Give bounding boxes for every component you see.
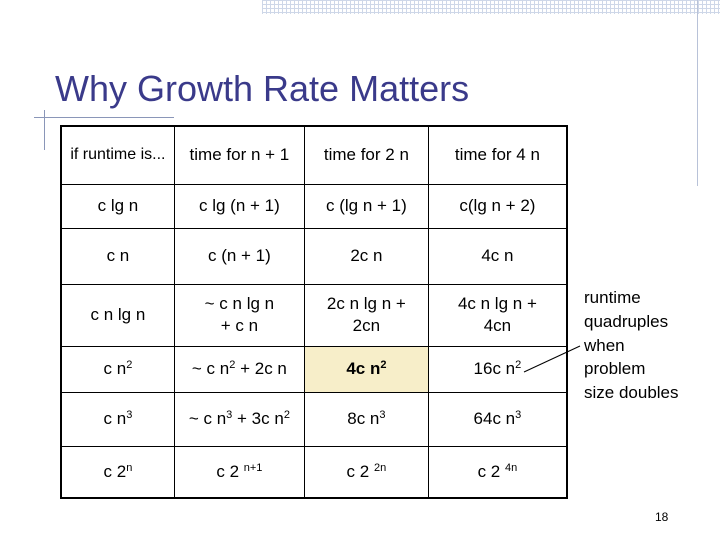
- cell-text: + 3c n: [232, 408, 284, 428]
- table-row: c n lg n ~ c n lg n + c n 2c n lg n + 2c…: [60, 283, 568, 347]
- decorative-vertical-line: [697, 0, 698, 186]
- table-cell: 4c n lg n + 4cn: [427, 283, 568, 347]
- cell-text: c n: [103, 358, 127, 378]
- title-underline: [34, 117, 174, 118]
- table-cell: c 2 4n: [427, 445, 568, 499]
- exponent: 2: [283, 408, 290, 421]
- cell-text: c 2: [346, 461, 370, 481]
- table-cell: c lg (n + 1): [173, 183, 305, 229]
- exponent: 3: [126, 408, 133, 421]
- header-cell: time for n + 1: [173, 125, 305, 185]
- callout-note: runtime quadruples when problem size dou…: [584, 286, 700, 405]
- title-tick: [44, 110, 45, 150]
- cell-text: 4c n: [346, 358, 381, 378]
- table-cell: ~ c n2 + 2c n: [173, 345, 305, 393]
- table-cell: ~ c n3 + 3c n2: [173, 391, 305, 447]
- decorative-grid-band: [262, 0, 720, 14]
- table-cell: c 2 2n: [303, 445, 429, 499]
- table-cell: ~ c n lg n + c n: [173, 283, 305, 347]
- callout-line: size doubles: [584, 383, 679, 403]
- cell-text: 64c n: [473, 408, 516, 428]
- exponent: 3: [515, 408, 522, 421]
- table-row: c n c (n + 1) 2c n 4c n: [60, 227, 568, 285]
- exponent: 2: [515, 358, 522, 371]
- table-cell: c (lg n + 1): [303, 183, 429, 229]
- header-cell: if runtime is...: [60, 125, 175, 185]
- callout-line: when: [584, 335, 625, 355]
- table-cell: 2c n: [303, 227, 429, 285]
- cell-line: + c n: [220, 316, 259, 335]
- exponent: 2: [229, 358, 236, 371]
- table-cell: 64c n3: [427, 391, 568, 447]
- growth-rate-table: if runtime is... time for n + 1 time for…: [60, 125, 568, 499]
- table-cell: c lg n: [60, 183, 175, 229]
- cell-text: c n: [103, 408, 127, 428]
- exponent: n+1: [243, 461, 263, 474]
- cell-text: + 2c n: [235, 358, 287, 378]
- callout-line: problem: [584, 359, 646, 379]
- callout-line: quadruples: [584, 311, 669, 331]
- callout-line: runtime: [584, 288, 641, 307]
- cell-text: c 2: [477, 461, 501, 481]
- cell-line: 4c n lg n +: [457, 293, 537, 313]
- table-cell: 4c n: [427, 227, 568, 285]
- table-cell: c n lg n: [60, 283, 175, 347]
- cell-text: 16c n: [473, 358, 516, 378]
- table-row: c lg n c lg (n + 1) c (lg n + 1) c(lg n …: [60, 183, 568, 229]
- exponent: 2: [380, 358, 387, 371]
- exponent: 2: [126, 358, 133, 371]
- cell-text: c 2: [216, 461, 240, 481]
- table-cell: 2c n lg n + 2cn: [303, 283, 429, 347]
- table-row: c 2n c 2 n+1 c 2 2n c 2 4n: [60, 445, 568, 499]
- exponent: 3: [379, 408, 386, 421]
- table-cell: c 2 n+1: [173, 445, 305, 499]
- table-row: c n2 ~ c n2 + 2c n 4c n2 16c n2: [60, 345, 568, 393]
- cell-line: ~ c n lg n: [204, 293, 275, 313]
- table-cell: c n3: [60, 391, 175, 447]
- exponent: 4n: [505, 461, 518, 474]
- header-cell: time for 2 n: [303, 125, 429, 185]
- cell-line: 2cn: [352, 316, 381, 335]
- table-cell: c 2n: [60, 445, 175, 499]
- cell-text: c 2: [103, 461, 127, 481]
- header-cell: time for 4 n: [427, 125, 568, 185]
- table-row: c n3 ~ c n3 + 3c n2 8c n3 64c n3: [60, 391, 568, 447]
- table-cell: c n: [60, 227, 175, 285]
- exponent: 3: [226, 408, 233, 421]
- cell-text: ~ c n: [188, 408, 227, 428]
- table-header-row: if runtime is... time for n + 1 time for…: [60, 125, 568, 185]
- exponent: 2n: [373, 461, 387, 474]
- cell-text: 8c n: [347, 408, 380, 428]
- table-cell: c n2: [60, 345, 175, 393]
- cell-text: ~ c n: [191, 358, 230, 378]
- page-number: 18: [655, 510, 669, 524]
- highlighted-cell: 4c n2: [303, 345, 429, 393]
- table-cell: c(lg n + 2): [427, 183, 568, 229]
- slide-title: Why Growth Rate Matters: [55, 68, 470, 109]
- cell-line: 4cn: [483, 316, 512, 335]
- table-cell: 8c n3: [303, 391, 429, 447]
- exponent: n: [126, 461, 133, 474]
- cell-line: 2c n lg n +: [326, 293, 406, 313]
- table-cell: 16c n2: [427, 345, 568, 393]
- table-cell: c (n + 1): [173, 227, 305, 285]
